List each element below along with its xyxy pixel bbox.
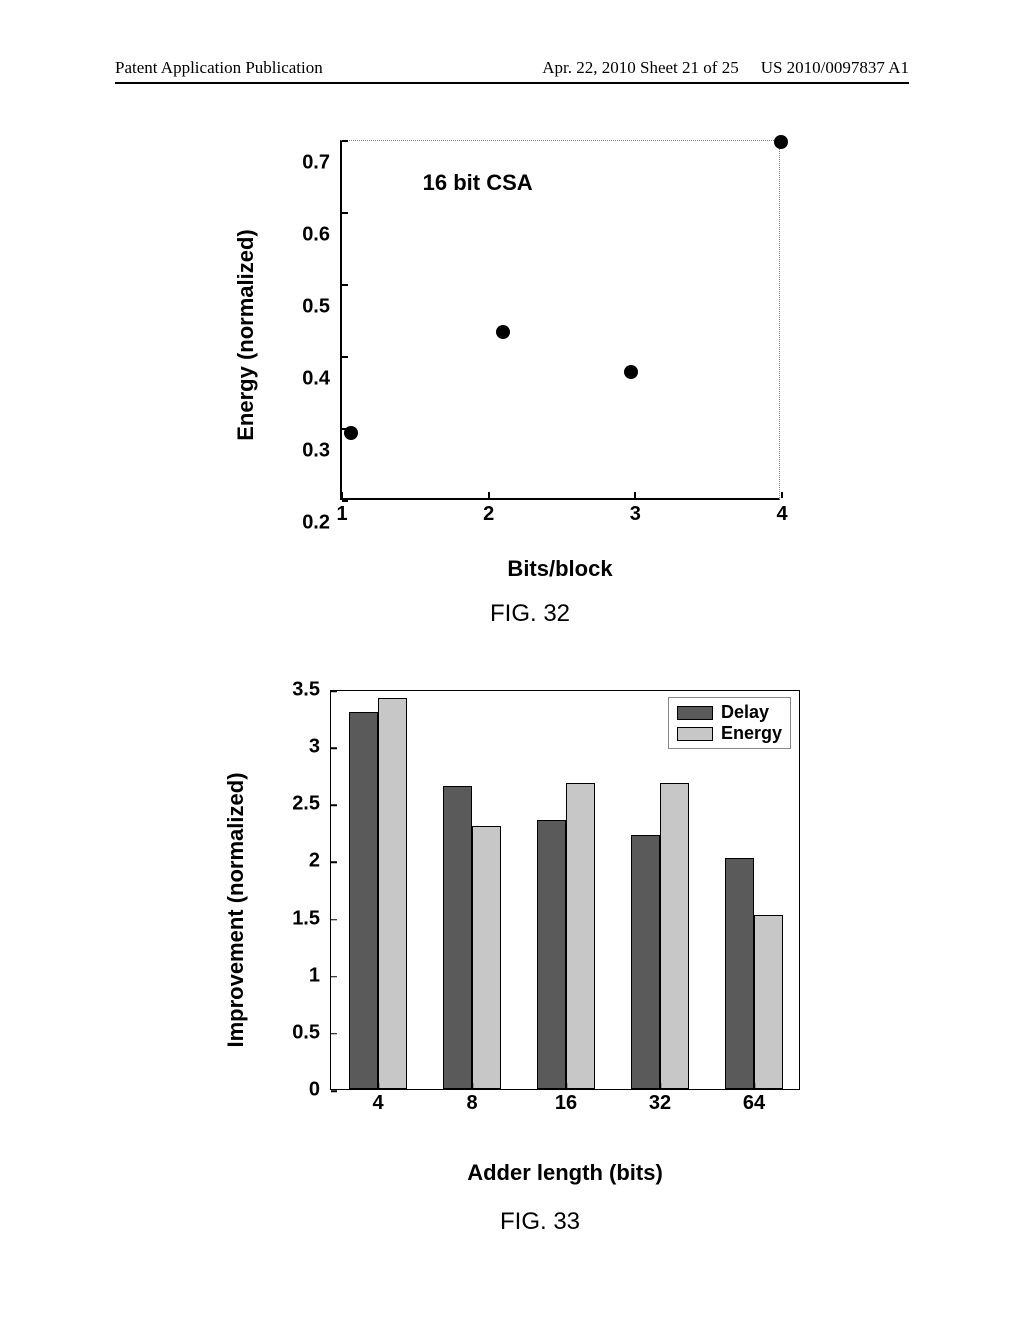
fig32-point: [344, 426, 358, 440]
fig33-bar: [631, 835, 660, 1089]
fig33-ytick: 3: [260, 736, 320, 759]
fig33-ytick: 0: [260, 1079, 320, 1102]
fig33-ytick-mark: [331, 747, 337, 749]
fig33-ytick-mark: [331, 690, 337, 692]
fig33-plot-area: DelayEnergy 48163264: [330, 690, 800, 1090]
fig33-ytick-mark: [331, 805, 337, 807]
fig33-bar: [472, 826, 501, 1089]
fig32-xtick-mark: [781, 492, 783, 498]
fig32-plot: Energy (normalized) 16 bit CSA 1234 Bits…: [280, 140, 800, 530]
fig33-ytick-mark: [331, 976, 337, 978]
fig32-xtick: 3: [630, 503, 641, 526]
legend-swatch: [677, 727, 713, 741]
fig32-ytick: 0.6: [270, 224, 330, 247]
fig33-xtick: 16: [555, 1092, 577, 1115]
fig32-point: [624, 365, 638, 379]
fig32-container: Energy (normalized) 16 bit CSA 1234 Bits…: [205, 140, 785, 628]
fig32-ytick-mark: [342, 500, 348, 502]
legend-swatch: [677, 706, 713, 720]
fig33-plot: Improvement (normalized) DelayEnergy 481…: [270, 690, 830, 1130]
fig33-ytick: 1: [260, 964, 320, 987]
fig32-xtick: 1: [336, 503, 347, 526]
legend-label: Energy: [721, 723, 782, 744]
fig33-ytick-mark: [331, 1090, 337, 1092]
header-right: US 2010/0097837 A1: [761, 58, 909, 78]
fig33-xtick: 4: [372, 1092, 383, 1115]
fig33-ytick: 3.5: [260, 679, 320, 702]
fig32-xtick-mark: [341, 492, 343, 498]
fig32-xtick: 2: [483, 503, 494, 526]
fig32-ytick: 0.4: [270, 368, 330, 391]
fig32-ytick-mark: [342, 356, 348, 358]
fig32-ytick: 0.2: [270, 512, 330, 535]
fig33-ytick: 1.5: [260, 907, 320, 930]
fig32-ylabel: Energy (normalized): [233, 229, 259, 440]
fig32-ytick-mark: [342, 140, 348, 142]
fig33-xtick-mark: [753, 1083, 755, 1089]
fig33-bar: [754, 915, 783, 1089]
fig32-caption: FIG. 32: [275, 600, 785, 628]
fig33-bar: [349, 712, 378, 1089]
fig33-ytick-mark: [331, 862, 337, 864]
fig33-caption: FIG. 33: [265, 1208, 815, 1236]
fig33-legend-row: Energy: [677, 723, 782, 744]
fig32-xtick-mark: [488, 492, 490, 498]
fig32-xlabel: Bits/block: [507, 556, 612, 582]
fig33-xtick: 32: [649, 1092, 671, 1115]
fig33-legend: DelayEnergy: [668, 697, 791, 749]
fig33-xtick: 64: [743, 1092, 765, 1115]
fig32-point: [496, 325, 510, 339]
fig32-ytick: 0.7: [270, 152, 330, 175]
fig33-ytick: 2.5: [260, 793, 320, 816]
header-center: Apr. 22, 2010 Sheet 21 of 25: [542, 58, 738, 78]
fig33-xtick-mark: [471, 1083, 473, 1089]
page-header: Patent Application Publication Apr. 22, …: [115, 58, 909, 78]
fig33-legend-row: Delay: [677, 702, 782, 723]
fig33-bar: [660, 783, 689, 1089]
fig32-xtick-mark: [634, 492, 636, 498]
fig33-ytick: 0.5: [260, 1021, 320, 1044]
fig32-ytick-mark: [342, 212, 348, 214]
legend-label: Delay: [721, 702, 769, 723]
fig33-xtick: 8: [466, 1092, 477, 1115]
fig33-ytick-mark: [331, 919, 337, 921]
fig32-ytick-mark: [342, 284, 348, 286]
fig33-bar: [725, 858, 754, 1089]
fig32-point: [774, 135, 788, 149]
fig33-xtick-mark: [565, 1083, 567, 1089]
fig32-plot-area: 16 bit CSA 1234: [340, 140, 780, 500]
fig32-ytick: 0.5: [270, 296, 330, 319]
header-rule: [115, 82, 909, 84]
fig33-ytick: 2: [260, 850, 320, 873]
fig33-xtick-mark: [659, 1083, 661, 1089]
fig33-bar: [566, 783, 595, 1089]
fig33-bar: [378, 698, 407, 1089]
fig33-container: Improvement (normalized) DelayEnergy 481…: [195, 690, 815, 1236]
fig33-ytick-mark: [331, 1033, 337, 1035]
fig32-ytick: 0.3: [270, 440, 330, 463]
fig33-ylabel: Improvement (normalized): [223, 772, 249, 1047]
fig32-xtick: 4: [776, 503, 787, 526]
fig33-xtick-mark: [377, 1083, 379, 1089]
fig32-annotation: 16 bit CSA: [423, 170, 533, 196]
header-left: Patent Application Publication: [115, 58, 323, 78]
fig33-bar: [537, 820, 566, 1089]
fig33-bar: [443, 786, 472, 1089]
fig33-xlabel: Adder length (bits): [467, 1160, 663, 1186]
